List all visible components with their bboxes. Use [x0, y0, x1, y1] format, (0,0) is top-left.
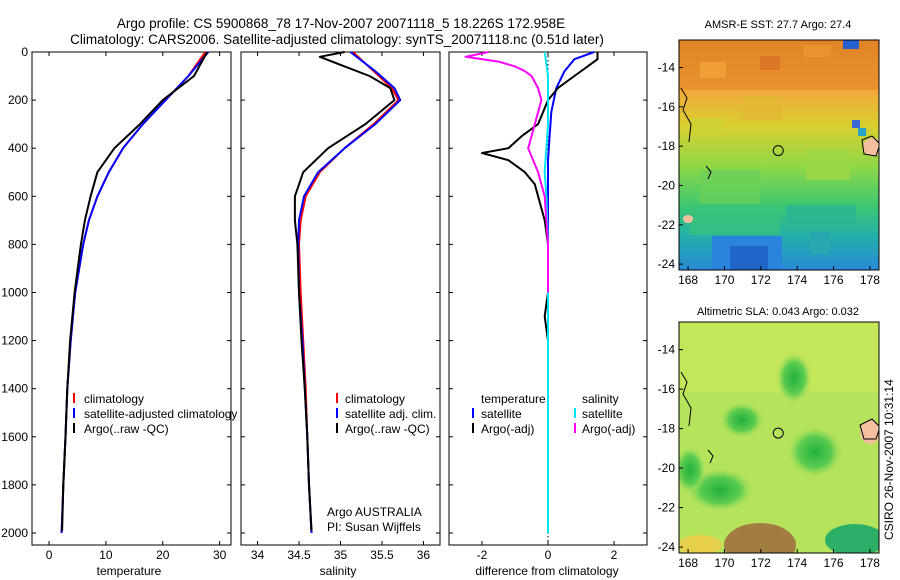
- x-tick-label: 35: [334, 548, 348, 562]
- map-y-tick-label: -22: [658, 218, 676, 232]
- sst-heatmap-field: [679, 40, 879, 270]
- x-tick-label: 30: [213, 548, 227, 562]
- header-line1: Argo profile: CS 5900868_78 17-Nov-2007 …: [117, 16, 565, 31]
- map-x-tick-label: 176: [824, 273, 844, 287]
- salinity-legend: climatology satellite adj. clim. Argo(..…: [336, 392, 436, 436]
- x-tick-label: 36: [417, 548, 431, 562]
- legend-argo: Argo(..raw -QC): [84, 422, 169, 436]
- series-argo-raw-qc-: [293, 51, 396, 531]
- x-tick-label: 35.5: [370, 548, 394, 562]
- map-y-tick-label: -20: [658, 178, 676, 192]
- map-x-tick-label: 168: [678, 273, 698, 287]
- x-tick-label: 2: [611, 548, 618, 562]
- map-y-tick-label: -20: [658, 461, 676, 475]
- legend-temp-argo: Argo(-adj): [481, 422, 534, 436]
- map-y-tick-label: -16: [658, 382, 676, 396]
- map-x-tick-label: 172: [751, 273, 771, 287]
- x-tick-label: 34.5: [287, 548, 311, 562]
- sst-map: AMSR-E SST: 27.7 Argo: 27.4 1: [658, 19, 881, 287]
- annotation-pi: PI: Susan Wijffels: [327, 520, 421, 534]
- temperature-panel: temperature climatology satellite-adjust…: [31, 51, 237, 578]
- difference-panel: difference from climatology temperature …: [448, 51, 648, 578]
- argo-location-marker: [772, 427, 784, 439]
- y-tick-label: 2000: [1, 526, 28, 540]
- sst-map-frame: [678, 39, 880, 271]
- y-tick-label: 800: [8, 237, 28, 251]
- map-x-tick-label: 174: [787, 556, 807, 570]
- sla-map-title: Altimetric SLA: 0.043 Argo: 0.032: [697, 306, 859, 318]
- legend-temp-satellite: satellite: [481, 407, 522, 421]
- legend-sal-argo: Argo(-adj): [582, 422, 635, 436]
- temperature-legend: climatology satellite-adjusted climatolo…: [73, 392, 237, 436]
- map-y-tick-label: -16: [658, 100, 676, 114]
- salinity-panel: salinity climatology satellite adj. clim…: [240, 51, 441, 578]
- map-y-tick-label: -18: [658, 139, 676, 153]
- series-salinity-argo-adj-: [464, 51, 549, 293]
- sla-map-frame: [678, 321, 880, 554]
- map-x-tick-label: 170: [714, 273, 734, 287]
- legend-sal-satellite: satellite: [582, 407, 623, 421]
- salinity-xlabel: salinity: [320, 564, 357, 578]
- y-tick-label: 1800: [1, 478, 28, 492]
- x-tick-label: 0: [545, 548, 552, 562]
- legend-argo: Argo(..raw -QC): [345, 422, 430, 436]
- header-line2: Climatology: CARS2006. Satellite-adjuste…: [70, 32, 604, 47]
- sla-map: Altimetric SLA: 0.043 Argo: 0.032 168 170…: [658, 306, 881, 570]
- y-tick-label: 200: [8, 93, 28, 107]
- map-x-tick-label: 172: [751, 556, 771, 570]
- legend-salinity-heading: salinity: [582, 392, 619, 406]
- x-tick-label: 34: [251, 548, 265, 562]
- y-tick-label: 0: [21, 45, 28, 59]
- x-tick-label: 10: [99, 548, 113, 562]
- y-tick-label: 1600: [1, 430, 28, 444]
- annotation-institution: Argo AUSTRALIA: [327, 505, 422, 519]
- legend-temperature-heading: temperature: [481, 392, 546, 406]
- y-tick-label: 1200: [1, 334, 28, 348]
- argo-location-marker: [772, 145, 784, 157]
- map-x-tick-label: 170: [714, 556, 734, 570]
- map-x-tick-label: 178: [860, 273, 880, 287]
- y-tick-label: 600: [8, 189, 28, 203]
- map-y-tick-label: -18: [658, 422, 676, 436]
- map-y-tick-label: -14: [658, 61, 676, 75]
- map-x-tick-label: 168: [678, 556, 698, 570]
- x-tick-label: 20: [156, 548, 170, 562]
- salinity-axes-frame: [240, 51, 441, 546]
- x-tick-label: 0: [46, 548, 53, 562]
- map-y-tick-label: -24: [658, 540, 676, 554]
- difference-legend: temperature satellite Argo(-adj) salinit…: [472, 392, 635, 436]
- temperature-xlabel: temperature: [97, 564, 162, 578]
- y-tick-label: 1000: [1, 285, 28, 299]
- map-y-tick-label: -14: [658, 343, 676, 357]
- temperature-axes-frame: [31, 51, 232, 546]
- map-y-tick-label: -22: [658, 501, 676, 515]
- legend-climatology: climatology: [84, 392, 144, 406]
- sst-map-title: AMSR-E SST: 27.7 Argo: 27.4: [705, 19, 852, 31]
- map-x-tick-label: 174: [787, 273, 807, 287]
- legend-satellite: satellite-adjusted climatology: [84, 407, 237, 421]
- legend-satellite: satellite adj. clim.: [345, 407, 436, 421]
- series-argo-raw-qc-: [61, 51, 208, 531]
- map-x-tick-label: 176: [824, 556, 844, 570]
- side-timestamp-label: CSIRO 26-Nov-2007 10:31:14: [882, 379, 896, 540]
- series-temperature-argo-adj-: [481, 52, 599, 533]
- y-tick-label: 400: [8, 141, 28, 155]
- map-x-tick-label: 178: [860, 556, 880, 570]
- legend-climatology: climatology: [345, 392, 405, 406]
- y-tick-label: 1400: [1, 382, 28, 396]
- series-salinity-satellite: [543, 51, 549, 533]
- difference-xlabel: difference from climatology: [475, 564, 618, 578]
- sla-heatmap-field: [679, 322, 879, 553]
- map-y-tick-label: -24: [658, 257, 676, 271]
- x-tick-label: -2: [477, 548, 488, 562]
